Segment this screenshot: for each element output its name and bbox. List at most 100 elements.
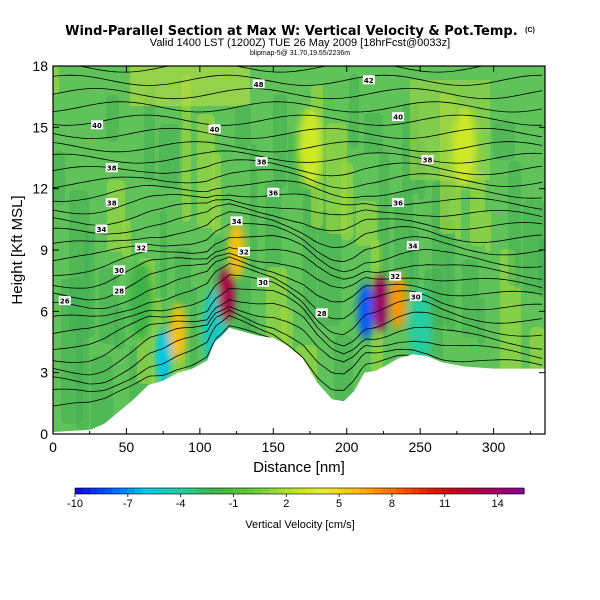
svg-text:48: 48: [254, 81, 264, 89]
theta-label-20: 30: [409, 292, 422, 302]
chart-subtitle: Valid 1400 LST (1200Z) TUE 26 May 2009 […: [150, 37, 450, 49]
colorbar-tick-label: 8: [389, 498, 395, 510]
isentrope-23: [53, 128, 543, 140]
colorbar: -10 -7 -4 -1 2 5 8 11 14: [67, 487, 525, 510]
theta-label-8: 38: [421, 155, 434, 165]
plot-area: 48 42 40 40 40 38 38 38 36 36 38 34 34 34 32 32 32 30 30 30…: [53, 66, 545, 434]
x-tick-label: 200: [335, 439, 359, 455]
colorbar-tick-label: -10: [67, 498, 83, 510]
svg-text:32: 32: [390, 273, 400, 281]
isentrope-3: [53, 309, 543, 385]
theta-label-6: 38: [105, 163, 118, 173]
theta-label-15: 32: [135, 242, 148, 252]
theta-label-3: 40: [91, 120, 104, 130]
theta-label-7: 38: [255, 157, 268, 167]
colorbar-tick-label: 11: [439, 498, 450, 510]
y-tick-label: 15: [32, 119, 48, 135]
isentrope-8: [53, 263, 543, 320]
theta-label-19: 30: [257, 277, 270, 287]
velocity-feature-6: [357, 283, 374, 340]
colorbar-label: Vertical Velocity [cm/s]: [245, 519, 354, 531]
theta-label-17: 32: [389, 271, 402, 281]
terrain: [53, 327, 545, 434]
velocity-feature-4: [218, 266, 235, 323]
theta-label-2: 42: [362, 75, 375, 85]
isentrope-24: [53, 114, 543, 126]
y-tick-label: 0: [40, 426, 48, 442]
x-axis-label: Distance [nm]: [253, 459, 345, 476]
y-tick-label: 18: [32, 58, 48, 74]
y-tick-label: 6: [40, 303, 48, 319]
velocity-feature-1: [155, 328, 172, 385]
isentrope-12: [53, 235, 543, 276]
svg-text:34: 34: [232, 218, 242, 226]
x-tick-label: 100: [188, 439, 212, 455]
svg-text:36: 36: [393, 199, 403, 207]
svg-text:40: 40: [393, 114, 403, 122]
isentrope-10: [53, 252, 543, 301]
x-tick-label: 300: [482, 439, 506, 455]
x-tick-label: 250: [408, 439, 432, 455]
isentrope-18: [53, 180, 543, 202]
svg-text:34: 34: [408, 242, 418, 250]
theta-label-10: 36: [392, 197, 405, 207]
svg-text:30: 30: [411, 294, 421, 302]
chart-subsubtitle: blipmap-5@ 31.70,19.55/2236m: [250, 50, 350, 57]
theta-label-13: 34: [230, 216, 243, 226]
colorbar-tick-label: -7: [123, 498, 133, 510]
svg-text:40: 40: [92, 122, 102, 130]
isentrope-19: [53, 169, 543, 189]
y-tick-label: 9: [40, 242, 48, 258]
theta-label-14: 34: [406, 240, 419, 250]
isentrope-16: [53, 199, 543, 226]
svg-text:30: 30: [258, 279, 268, 287]
colorbar-tick-label: -4: [176, 498, 186, 510]
svg-text:36: 36: [268, 189, 278, 197]
y-axis-label: Height [Kft MSL]: [9, 195, 26, 304]
svg-text:38: 38: [107, 199, 117, 207]
x-tick-label: 150: [262, 439, 286, 455]
svg-text:28: 28: [114, 287, 124, 295]
svg-text:32: 32: [136, 244, 146, 252]
theta-label-22: 28: [315, 308, 328, 318]
theta-label-5: 40: [392, 112, 405, 122]
velocity-feature-8: [390, 273, 407, 330]
theta-label-12: 34: [95, 224, 108, 234]
x-tick-label: 0: [49, 439, 57, 455]
isentrope-25: [53, 101, 543, 113]
colorbar-tick-label: 2: [283, 498, 289, 510]
isentrope-15: [53, 203, 543, 235]
x-axis: 0 50 100 150 200 250 300: [49, 66, 531, 455]
isentrope-21: [53, 150, 543, 164]
isentrope-26: [53, 88, 543, 100]
isentrope-7: [53, 274, 543, 335]
velocity-feature-7: [372, 275, 389, 332]
isentrope-22: [53, 141, 543, 153]
isentrope-27: [53, 74, 543, 86]
svg-text:38: 38: [423, 157, 433, 165]
theta-label-21: 28: [113, 285, 126, 295]
isentrope-14: [53, 211, 543, 248]
svg-text:42: 42: [364, 77, 374, 85]
theta-label-18: 30: [113, 265, 126, 275]
theta-labels: 48 42 40 40 40 38 38 38 36 36 38 34 34 34 32 32 32 30 30 30…: [58, 75, 434, 318]
isentrope-17: [53, 193, 543, 215]
velocity-feature-10: [129, 261, 154, 342]
colorbar-tick-label: 14: [491, 498, 503, 510]
isentrope-6: [53, 287, 543, 350]
theta-label-1: 48: [252, 79, 265, 89]
velocity-feature-2: [169, 303, 186, 360]
svg-text:40: 40: [210, 126, 220, 134]
theta-label-4: 40: [208, 124, 221, 134]
isentrope-20: [53, 159, 543, 177]
svg-text:26: 26: [60, 298, 70, 306]
chart-title: Wind-Parallel Section at Max W: Vertical…: [65, 24, 535, 39]
svg-text:28: 28: [317, 310, 327, 318]
svg-text:38: 38: [257, 159, 267, 167]
x-tick-label: 50: [119, 439, 135, 455]
svg-text:32: 32: [239, 249, 249, 257]
isentrope-9: [53, 256, 543, 310]
isentrope-5: [53, 299, 543, 363]
